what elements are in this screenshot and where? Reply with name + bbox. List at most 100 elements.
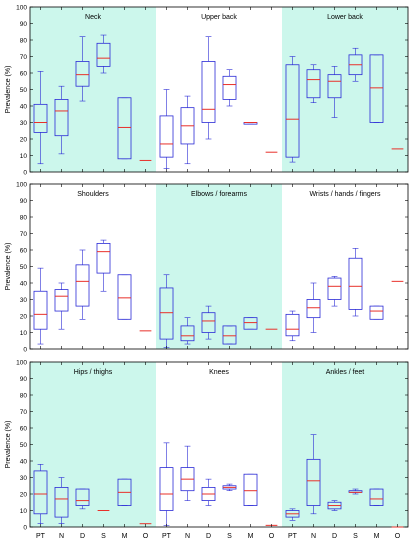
x-category-label: O — [395, 533, 401, 540]
y-axis-title: Prevalence (%) — [5, 243, 12, 291]
y-tick-label: 10 — [20, 153, 28, 160]
box-iqr — [306, 69, 321, 99]
chart-row-2: 0 10 20 30 40 50 60 70 80 90 100 Prevalence (%) Shou… — [5, 181, 409, 353]
box-pt — [33, 71, 48, 165]
box-s — [96, 34, 111, 74]
region-title: Ankles / feet — [326, 369, 365, 376]
region-title: Hips / thighs — [74, 369, 113, 376]
box-m — [117, 478, 132, 506]
x-category-label: O — [269, 533, 275, 540]
region-background — [282, 184, 408, 349]
y-tick-label: 70 — [20, 231, 28, 238]
box-iqr — [54, 289, 69, 312]
box-pt — [33, 463, 48, 525]
y-tick-label: 30 — [20, 120, 28, 127]
box-iqr — [369, 305, 384, 320]
box-iqr — [96, 242, 111, 274]
y-tick-label: 10 — [20, 330, 28, 337]
box-iqr — [96, 42, 111, 67]
region-title: Elbows / forearms — [191, 191, 248, 198]
box-iqr — [117, 274, 132, 320]
box-iqr — [159, 287, 174, 340]
y-tick-label: 50 — [20, 87, 28, 94]
box-iqr — [369, 54, 384, 123]
box-iqr — [348, 257, 363, 310]
x-category-label: M — [374, 533, 380, 540]
box-n — [306, 282, 321, 333]
box-iqr — [222, 75, 237, 100]
x-category-label: S — [353, 533, 358, 540]
box-d — [201, 478, 216, 506]
box-m — [243, 473, 258, 506]
y-axis-title: Prevalence (%) — [5, 66, 12, 114]
box-iqr — [180, 325, 195, 342]
y-tick-label: 50 — [20, 442, 28, 449]
y-tick-label: 0 — [23, 346, 27, 353]
y-tick-label: 80 — [20, 392, 28, 399]
x-category-label: N — [311, 533, 316, 540]
box-s — [222, 483, 237, 492]
y-tick-label: 30 — [20, 297, 28, 304]
box-iqr — [33, 103, 48, 133]
box-iqr — [243, 317, 258, 330]
box-pt — [285, 508, 300, 521]
y-tick-label: 40 — [20, 280, 28, 287]
box-iqr — [54, 486, 69, 518]
box-iqr — [33, 290, 48, 330]
box-pt — [159, 274, 174, 348]
y-tick-label: 70 — [20, 409, 28, 416]
x-category-label: M — [248, 533, 254, 540]
y-tick-label: 60 — [20, 425, 28, 432]
region-background — [282, 7, 408, 172]
y-tick-label: 10 — [20, 508, 28, 515]
box-n — [54, 85, 69, 155]
box-pt — [285, 310, 300, 342]
box-n — [180, 95, 195, 165]
y-tick-label: 40 — [20, 103, 28, 110]
x-category-label: O — [143, 533, 149, 540]
box-s — [348, 47, 363, 82]
box-m — [369, 305, 384, 320]
box-d — [327, 500, 342, 511]
box-iqr — [201, 61, 216, 123]
box-iqr — [159, 467, 174, 511]
box-iqr — [327, 74, 342, 99]
box-iqr — [285, 313, 300, 337]
y-tick-label: 100 — [16, 181, 27, 188]
y-tick-label: 100 — [16, 4, 27, 11]
box-d — [201, 36, 216, 140]
box-m — [369, 488, 384, 506]
region-background — [30, 184, 156, 349]
y-tick-label: 90 — [20, 198, 28, 205]
box-iqr — [327, 277, 342, 300]
y-tick-label: 60 — [20, 70, 28, 77]
x-category-label: M — [122, 533, 128, 540]
x-category-label: PT — [288, 533, 298, 540]
box-m — [243, 317, 258, 330]
y-tick-label: 0 — [23, 169, 27, 176]
y-tick-label: 90 — [20, 376, 28, 383]
y-tick-label: 40 — [20, 458, 28, 465]
box-iqr — [75, 488, 90, 506]
region-title: Wrists / hands / fingers — [309, 191, 381, 198]
box-n — [306, 434, 321, 515]
y-tick-label: 50 — [20, 264, 28, 271]
region-background — [30, 7, 156, 172]
box-iqr — [222, 325, 237, 345]
region-title: Lower back — [327, 14, 363, 21]
box-m — [369, 54, 384, 123]
x-category-label: PT — [162, 533, 172, 540]
y-axis-title: Prevalence (%) — [5, 421, 12, 469]
box-n — [54, 477, 69, 525]
box-s — [96, 239, 111, 292]
region-background — [156, 362, 282, 527]
box-n — [306, 64, 321, 103]
box-pt — [33, 267, 48, 345]
x-category-label: D — [206, 533, 211, 540]
y-tick-label: 80 — [20, 37, 28, 44]
box-iqr — [75, 264, 90, 307]
box-s — [222, 69, 237, 107]
chart-row-3: 0 10 20 30 40 50 60 70 80 90 100 Prevalence (%) Hips… — [5, 359, 409, 531]
box-pt — [159, 89, 174, 169]
box-iqr — [54, 99, 69, 137]
